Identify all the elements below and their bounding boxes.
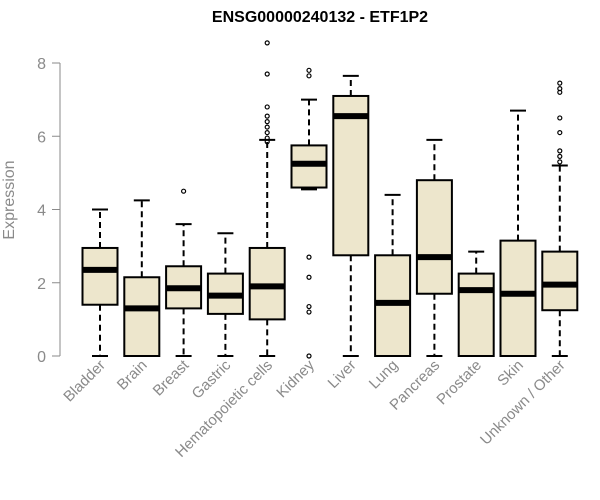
box-iqr: [123, 276, 161, 358]
box-iqr: [457, 272, 495, 357]
box-pancreas: [415, 138, 453, 357]
outlier-point: [306, 303, 312, 310]
outlier-point: [264, 135, 270, 141]
outlier-point: [557, 159, 563, 165]
outlier-point: [557, 153, 563, 159]
outlier-point: [306, 254, 312, 260]
y-axis-label: Expression: [1, 160, 18, 239]
outlier-point: [306, 67, 312, 73]
box-iqr: [332, 94, 370, 257]
outlier-point: [306, 309, 312, 315]
outlier-point: [264, 104, 270, 110]
outlier-point: [264, 118, 270, 125]
box-bladder: [81, 208, 119, 357]
y-tick-label-8: 8: [37, 56, 46, 73]
box-breast: [165, 188, 203, 357]
box-unknown-other: [541, 80, 579, 357]
x-tick-label: Lung: [366, 357, 402, 393]
outlier-point: [306, 73, 312, 79]
x-tick-label: Skin: [494, 357, 527, 390]
outlier-point: [264, 129, 270, 136]
outlier-point: [557, 80, 563, 86]
y-axis: 0 2 4 6 8: [37, 56, 61, 366]
box-brain: [123, 199, 161, 358]
box-gastric: [206, 232, 244, 357]
y-tick-label-6: 6: [37, 129, 46, 146]
box-iqr: [499, 239, 537, 358]
box-prostate: [457, 250, 495, 357]
outlier-point: [306, 274, 312, 280]
box-skin: [499, 109, 537, 358]
y-tick-label-2: 2: [37, 276, 46, 293]
outlier-point: [306, 353, 312, 359]
x-tick-label: Bladder: [60, 357, 109, 406]
box-iqr: [81, 246, 119, 306]
chart-title: ENSG00000240132 - ETF1P2: [212, 9, 428, 26]
outlier-point: [264, 124, 270, 130]
outlier-point: [181, 188, 187, 194]
outlier-point: [557, 129, 563, 136]
y-tick-label-0: 0: [37, 349, 46, 366]
outlier-point: [557, 115, 563, 121]
x-tick-label: Brain: [114, 357, 151, 394]
y-tick-label-4: 4: [37, 203, 46, 220]
x-tick-label: Kidney: [273, 356, 318, 401]
outlier-point: [264, 71, 270, 77]
outlier-point: [264, 40, 270, 46]
box-lung: [374, 193, 412, 357]
box-iqr: [541, 250, 579, 312]
box-iqr: [415, 179, 453, 295]
box-kidney: [290, 67, 328, 359]
outlier-point: [264, 113, 270, 119]
outlier-point: [557, 148, 563, 154]
x-tick-label: Liver: [325, 357, 360, 392]
outlier-point: [557, 86, 563, 92]
box-liver: [332, 74, 370, 357]
box-hematopoietic-cells: [248, 40, 286, 357]
x-tick-label: Breast: [150, 356, 193, 399]
box-series: [81, 40, 579, 359]
x-tick-label: Prostate: [433, 357, 485, 409]
